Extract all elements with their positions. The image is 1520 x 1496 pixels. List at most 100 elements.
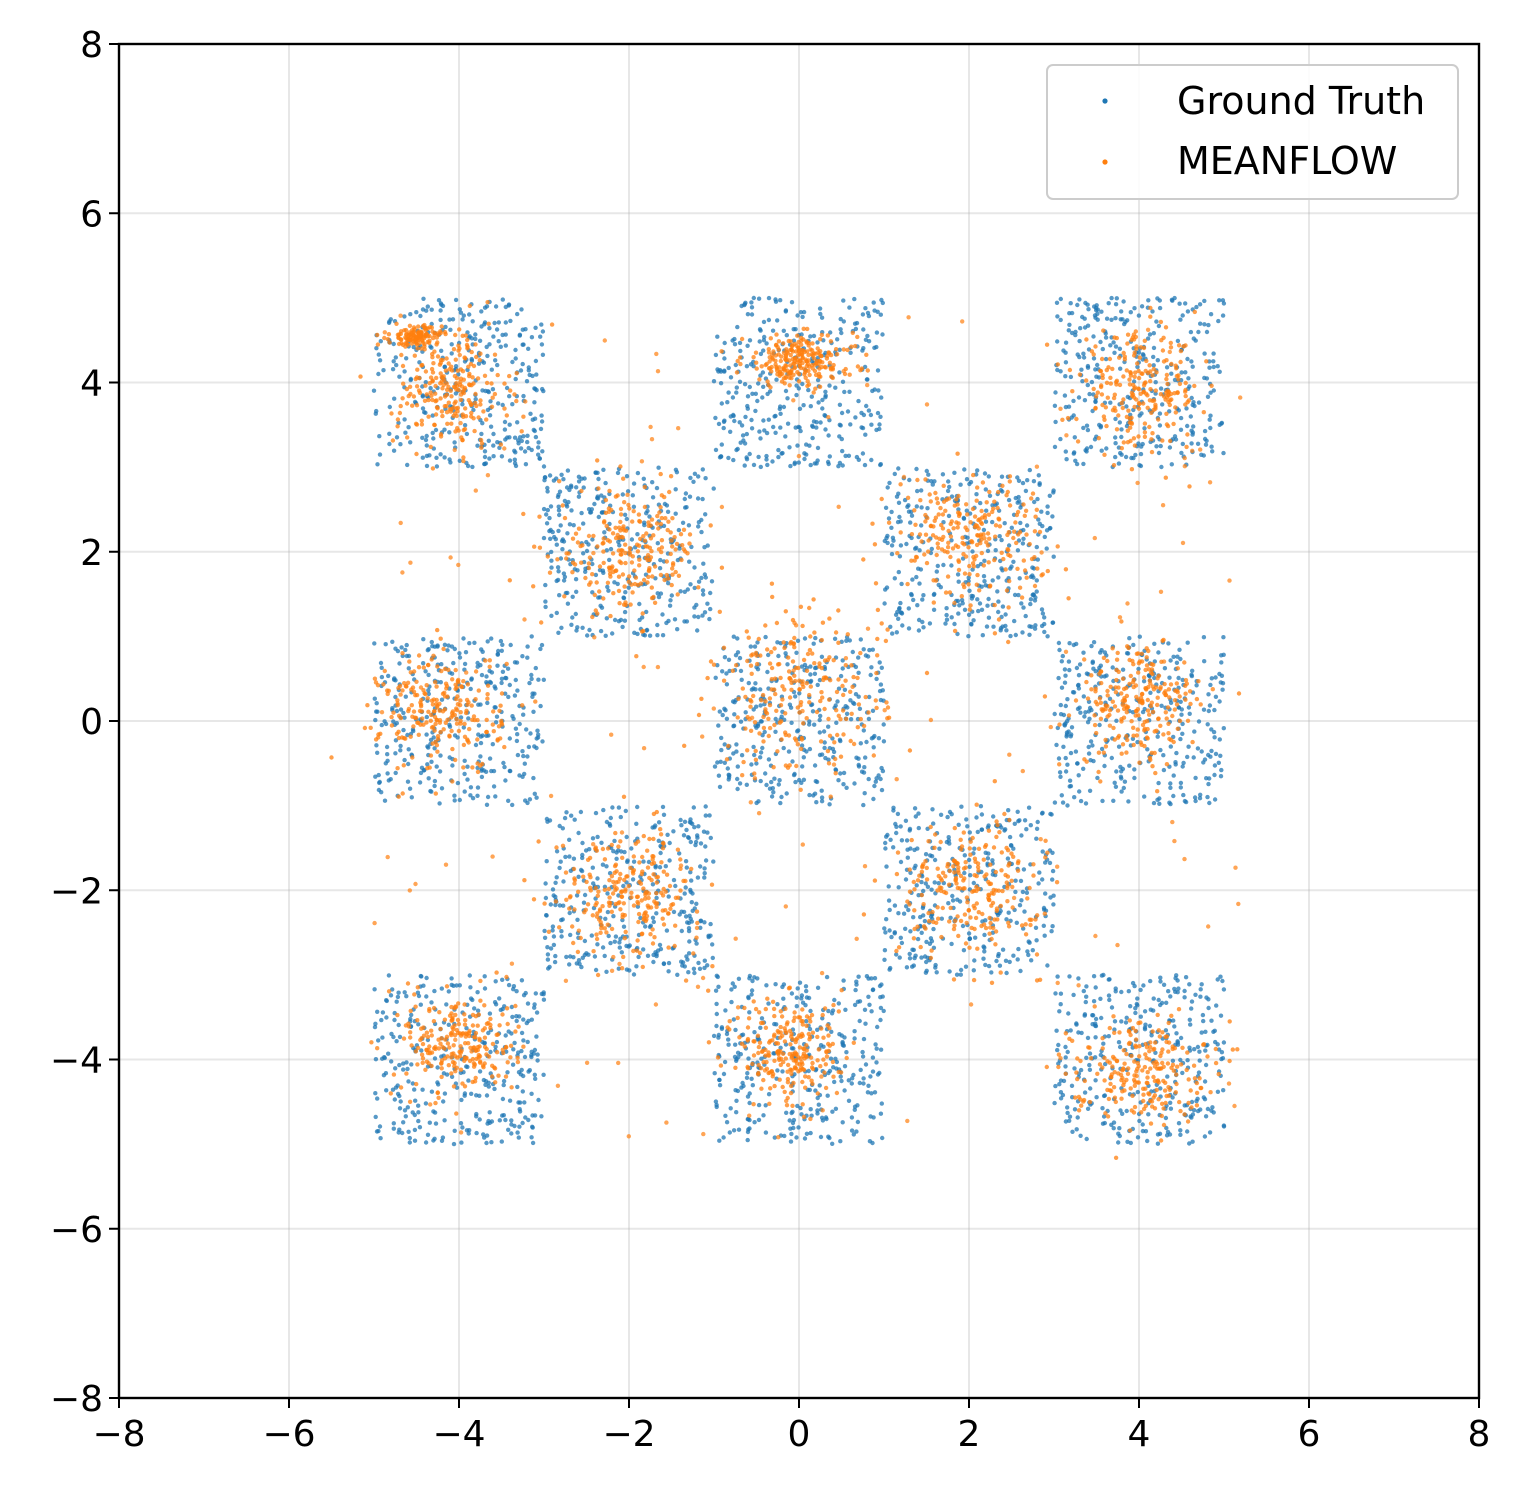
ground-truth-point xyxy=(1053,390,1058,395)
ground-truth-point xyxy=(432,778,438,784)
ground-truth-point xyxy=(401,1067,406,1072)
ground-truth-point xyxy=(1202,298,1207,304)
ground-truth-point xyxy=(856,398,861,404)
ground-truth-point xyxy=(878,312,883,317)
ground-truth-point xyxy=(794,392,799,398)
ground-truth-point xyxy=(837,422,842,427)
ground-truth-point xyxy=(978,500,983,506)
meanflow-point xyxy=(467,303,472,309)
ground-truth-point xyxy=(995,589,1000,594)
ground-truth-point xyxy=(924,468,929,474)
ground-truth-point xyxy=(438,317,443,323)
ground-truth-point xyxy=(1189,1006,1194,1011)
ground-truth-point xyxy=(403,647,408,653)
ground-truth-point xyxy=(835,699,840,704)
ground-truth-point xyxy=(1137,634,1143,639)
ground-truth-point xyxy=(822,413,827,418)
ground-truth-point xyxy=(561,879,566,884)
ground-truth-point xyxy=(1084,984,1089,989)
ground-truth-point xyxy=(406,761,411,767)
ground-truth-point xyxy=(974,815,979,820)
meanflow-point xyxy=(412,338,418,343)
ground-truth-point xyxy=(1185,640,1190,645)
ground-truth-point xyxy=(1196,400,1202,405)
ground-truth-point xyxy=(882,948,888,953)
ground-truth-point xyxy=(1014,920,1019,925)
ground-truth-point xyxy=(802,456,807,462)
ground-truth-point xyxy=(982,471,988,476)
ground-truth-point xyxy=(1075,302,1080,308)
ground-truth-point xyxy=(980,633,985,638)
ground-truth-point xyxy=(378,660,384,666)
ground-truth-point xyxy=(452,440,457,445)
ground-truth-point xyxy=(637,601,642,607)
ground-truth-point xyxy=(565,590,570,596)
ground-truth-point xyxy=(398,707,404,712)
ground-truth-point xyxy=(1067,311,1072,316)
ground-truth-point xyxy=(1052,403,1058,408)
ground-truth-point xyxy=(866,408,872,413)
ground-truth-point xyxy=(872,783,877,789)
ground-truth-point xyxy=(909,591,914,597)
ground-truth-point xyxy=(568,932,573,938)
ground-truth-point xyxy=(815,1108,820,1113)
ground-truth-point xyxy=(487,1110,492,1115)
ground-truth-point xyxy=(1119,789,1124,794)
ground-truth-point xyxy=(573,611,578,617)
ground-truth-point xyxy=(543,895,549,901)
ground-truth-point xyxy=(1221,987,1227,992)
ground-truth-point xyxy=(529,672,534,678)
ground-truth-point xyxy=(619,950,624,955)
ground-truth-point xyxy=(398,743,403,749)
ground-truth-point xyxy=(525,1039,530,1045)
ground-truth-point xyxy=(811,419,817,424)
ground-truth-point xyxy=(1050,877,1055,882)
ground-truth-point xyxy=(1063,449,1069,454)
ground-truth-point xyxy=(870,987,876,992)
ground-truth-point xyxy=(1088,1086,1093,1091)
ground-truth-point xyxy=(424,453,430,459)
ground-truth-point xyxy=(453,364,459,369)
ground-truth-point xyxy=(379,722,384,728)
ground-truth-point xyxy=(1208,754,1213,759)
meanflow-point xyxy=(430,355,435,360)
ground-truth-point xyxy=(1123,454,1129,460)
ground-truth-point xyxy=(896,616,901,621)
ground-truth-point xyxy=(516,1135,521,1140)
meanflow-point xyxy=(486,321,491,326)
ground-truth-point xyxy=(880,332,885,337)
ground-truth-point xyxy=(962,853,967,858)
meanflow-point xyxy=(442,330,448,335)
ground-truth-point xyxy=(1140,352,1146,357)
ground-truth-point xyxy=(1211,388,1217,393)
ground-truth-point xyxy=(751,707,756,712)
ground-truth-point xyxy=(620,624,625,630)
ground-truth-point xyxy=(450,317,456,322)
ground-truth-point xyxy=(1078,1133,1083,1139)
ground-truth-point xyxy=(753,681,758,686)
ground-truth-point xyxy=(958,482,963,487)
ground-truth-point xyxy=(1221,450,1226,456)
ground-truth-point xyxy=(787,445,792,450)
ground-truth-point xyxy=(1013,632,1018,638)
ground-truth-point xyxy=(797,980,803,985)
ground-truth-point xyxy=(1206,692,1211,697)
ground-truth-point xyxy=(808,404,813,409)
meanflow-point xyxy=(442,404,447,409)
ground-truth-point xyxy=(774,377,779,382)
ground-truth-point xyxy=(1202,659,1207,664)
ground-truth-point xyxy=(712,1071,717,1076)
ground-truth-point xyxy=(795,986,800,991)
ground-truth-point xyxy=(784,791,789,796)
ground-truth-point xyxy=(1211,351,1216,356)
ground-truth-point xyxy=(795,638,801,643)
ground-truth-point xyxy=(1155,434,1161,439)
ground-truth-point xyxy=(542,928,547,934)
ground-truth-point xyxy=(883,840,888,846)
ground-truth-point xyxy=(1063,1119,1069,1124)
ground-truth-point xyxy=(387,319,392,324)
ground-truth-point xyxy=(949,812,954,817)
ground-truth-point xyxy=(1206,781,1211,787)
ground-truth-point xyxy=(624,516,629,522)
ground-truth-point xyxy=(869,976,874,981)
